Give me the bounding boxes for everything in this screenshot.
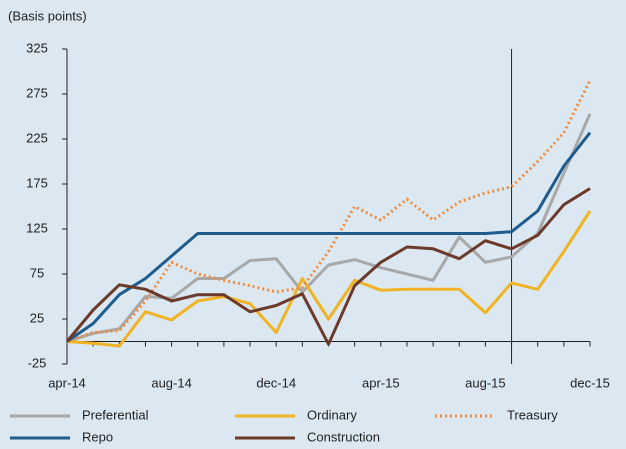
series-line [66, 113, 592, 343]
x-tick-label: apr-14 [48, 375, 86, 390]
y-tick-label: 125 [26, 220, 48, 235]
legend-label: Repo [82, 429, 113, 444]
series-line [65, 187, 591, 346]
x-tick-label: aug-15 [465, 375, 505, 390]
y-tick-label: 325 [26, 40, 48, 55]
legend-label: Ordinary [307, 407, 357, 422]
y-tick-label: 75 [30, 265, 44, 280]
series-line [66, 210, 592, 348]
y-tick-label: -25 [28, 355, 47, 370]
y-tick-label: 175 [26, 175, 48, 190]
y-tick-label: 25 [30, 310, 44, 325]
series-line [66, 79, 592, 343]
y-tick-label: 275 [26, 85, 48, 100]
y-tick-label: 225 [26, 130, 48, 145]
legend-label: Preferential [82, 407, 149, 422]
x-tick-label: dec-14 [256, 375, 296, 390]
x-tick-label: apr-15 [362, 375, 400, 390]
y-unit-label: (Basis points) [8, 8, 87, 23]
legend-label: Construction [307, 429, 380, 444]
x-tick-label: dec-15 [570, 375, 610, 390]
legend-label: Treasury [507, 407, 558, 422]
x-tick-label: aug-14 [151, 375, 191, 390]
series-line [66, 131, 592, 343]
